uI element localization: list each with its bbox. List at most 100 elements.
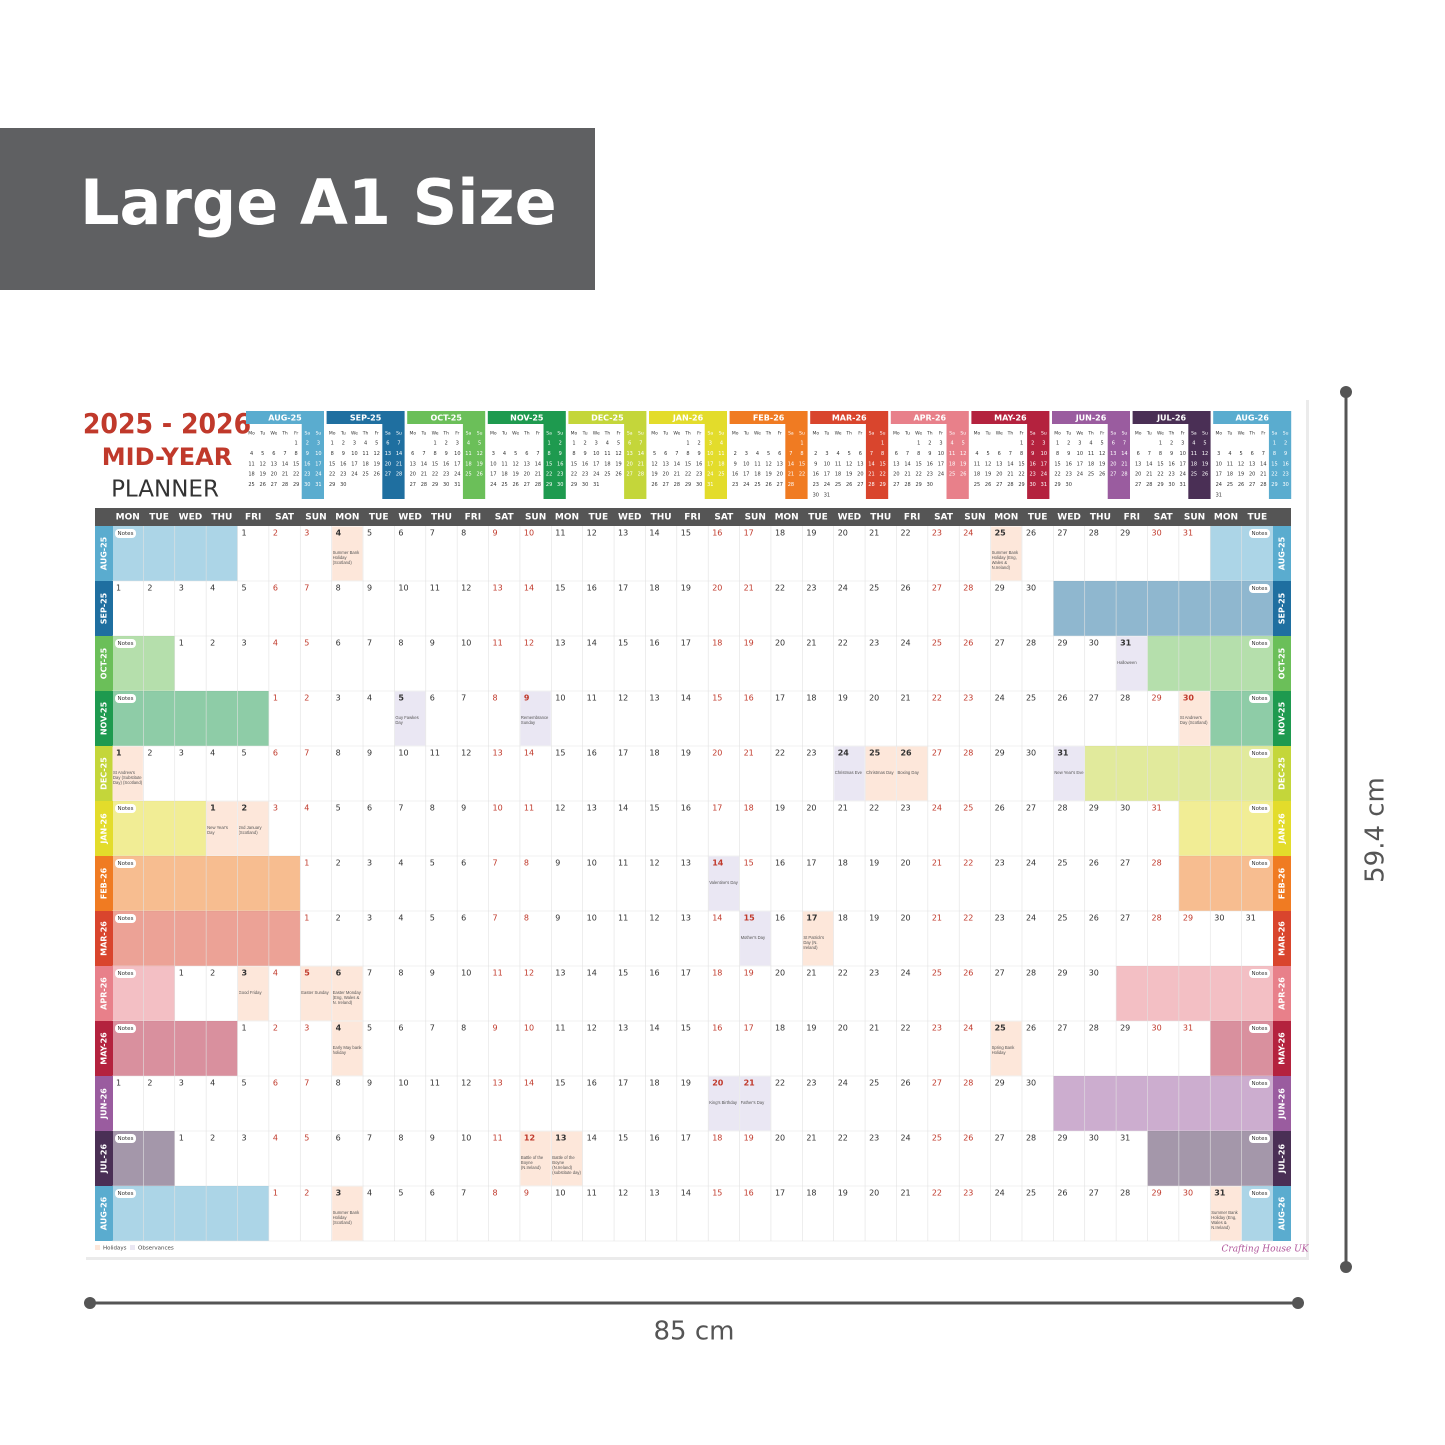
- mini-day: 2: [698, 441, 701, 447]
- mini-weekday: We: [1076, 431, 1083, 437]
- mini-day: 14: [638, 451, 644, 457]
- day-number: 6: [336, 1134, 341, 1143]
- day-number: 24: [963, 529, 973, 538]
- day-number: 4: [273, 639, 278, 648]
- mini-day: 19: [651, 472, 657, 478]
- day-number: 21: [869, 529, 879, 538]
- day-number: 6: [398, 1024, 403, 1033]
- day-number: 30: [1151, 529, 1161, 538]
- mini-weekday: Tu: [582, 431, 588, 437]
- mini-day: 12: [985, 461, 991, 467]
- mini-weekend-band: [1268, 424, 1292, 499]
- mini-day: 9: [559, 451, 562, 457]
- day-number: 30: [1026, 584, 1036, 593]
- mini-day: 3: [317, 441, 320, 447]
- mini-month-label: MAR-26: [832, 414, 867, 423]
- notes-tag: [1249, 1024, 1270, 1033]
- event-cell: [520, 691, 551, 746]
- month-side-label-bg: [1273, 856, 1291, 911]
- mini-day: 24: [1180, 472, 1186, 478]
- event-cell: [834, 746, 865, 801]
- mini-header: [810, 411, 889, 424]
- day-number: 6: [367, 804, 372, 813]
- mini-day: 30: [304, 482, 310, 488]
- mini-weekday: Tu: [420, 431, 426, 437]
- day-number: 8: [461, 1024, 466, 1033]
- day-number: 4: [210, 1079, 215, 1088]
- weekday-header: SAT: [1154, 513, 1174, 523]
- mini-day: 19: [765, 472, 771, 478]
- title-years: 2025 - 2026: [83, 407, 251, 440]
- mini-day: 25: [465, 472, 471, 478]
- day-number: 28: [1026, 1134, 1036, 1143]
- day-number: 17: [806, 914, 817, 923]
- day-number: 17: [775, 694, 785, 703]
- notes-tag: [1249, 694, 1270, 703]
- day-number: 18: [744, 804, 754, 813]
- mini-day: 22: [546, 472, 552, 478]
- day-number: 21: [838, 804, 848, 813]
- mini-day: 18: [1227, 472, 1233, 478]
- mini-weekend-band: [382, 424, 405, 499]
- mini-day: 3: [745, 451, 748, 457]
- mini-header: [971, 411, 1050, 424]
- day-number: 23: [806, 584, 816, 593]
- notes-label: Notes: [118, 806, 134, 812]
- mini-weekday: Fr: [1181, 431, 1185, 437]
- mini-day: 9: [734, 461, 737, 467]
- day-number: 22: [838, 1134, 848, 1143]
- mini-day: 14: [904, 461, 910, 467]
- day-number: 26: [900, 584, 910, 593]
- day-number: 24: [1026, 859, 1036, 868]
- height-label: 59.4 cm: [1361, 777, 1391, 883]
- mini-weekday: Su: [396, 431, 402, 437]
- day-number: 16: [681, 804, 691, 813]
- mini-day: 23: [1168, 472, 1174, 478]
- mini-day: 12: [1202, 451, 1208, 457]
- mini-day: 11: [248, 461, 254, 467]
- mini-day: 8: [1159, 451, 1162, 457]
- weekday-header: TUE: [1248, 513, 1268, 523]
- mini-day: 11: [718, 451, 724, 457]
- mini-day: 13: [893, 461, 899, 467]
- day-number: 17: [681, 1134, 691, 1143]
- event-cell: [991, 1021, 1022, 1076]
- mini-day: 1: [433, 441, 436, 447]
- day-number: 5: [430, 914, 435, 923]
- mini-day: 27: [996, 482, 1002, 488]
- mini-day: 29: [1271, 482, 1277, 488]
- mini-month-label: NOV-25: [510, 414, 544, 423]
- day-number: 1: [116, 749, 122, 758]
- day-number: 8: [493, 694, 498, 703]
- mini-day: 6: [895, 451, 898, 457]
- weekday-header: FRI: [245, 513, 261, 523]
- day-number: 10: [493, 804, 503, 813]
- mini-day: 9: [698, 451, 701, 457]
- mini-weekend-band: [1027, 424, 1050, 499]
- mini-day: 2: [584, 441, 587, 447]
- mini-day: 12: [960, 451, 966, 457]
- mini-day: 18: [754, 472, 760, 478]
- day-number: 22: [932, 1189, 942, 1198]
- mini-day: 24: [824, 482, 830, 488]
- mini-weekday: We: [432, 431, 439, 437]
- day-number: 27: [995, 1134, 1005, 1143]
- day-number: 14: [649, 529, 659, 538]
- mini-day: 15: [879, 461, 885, 467]
- mini-weekday: Sa: [1191, 431, 1197, 437]
- mini-day: 9: [814, 461, 817, 467]
- mini-day: 17: [1216, 472, 1222, 478]
- day-number: 13: [555, 969, 565, 978]
- day-number: 19: [744, 969, 754, 978]
- mini-day: 18: [465, 461, 471, 467]
- mini-weekday: Th: [1168, 431, 1175, 437]
- mini-day: 21: [1007, 472, 1013, 478]
- day-number: 16: [744, 694, 754, 703]
- day-number: 24: [838, 749, 850, 758]
- day-number: 12: [461, 749, 471, 758]
- mini-day: 8: [1056, 451, 1059, 457]
- day-number: 28: [1057, 804, 1067, 813]
- notes-tag: [115, 1134, 136, 1143]
- weekday-header: SUN: [525, 513, 546, 523]
